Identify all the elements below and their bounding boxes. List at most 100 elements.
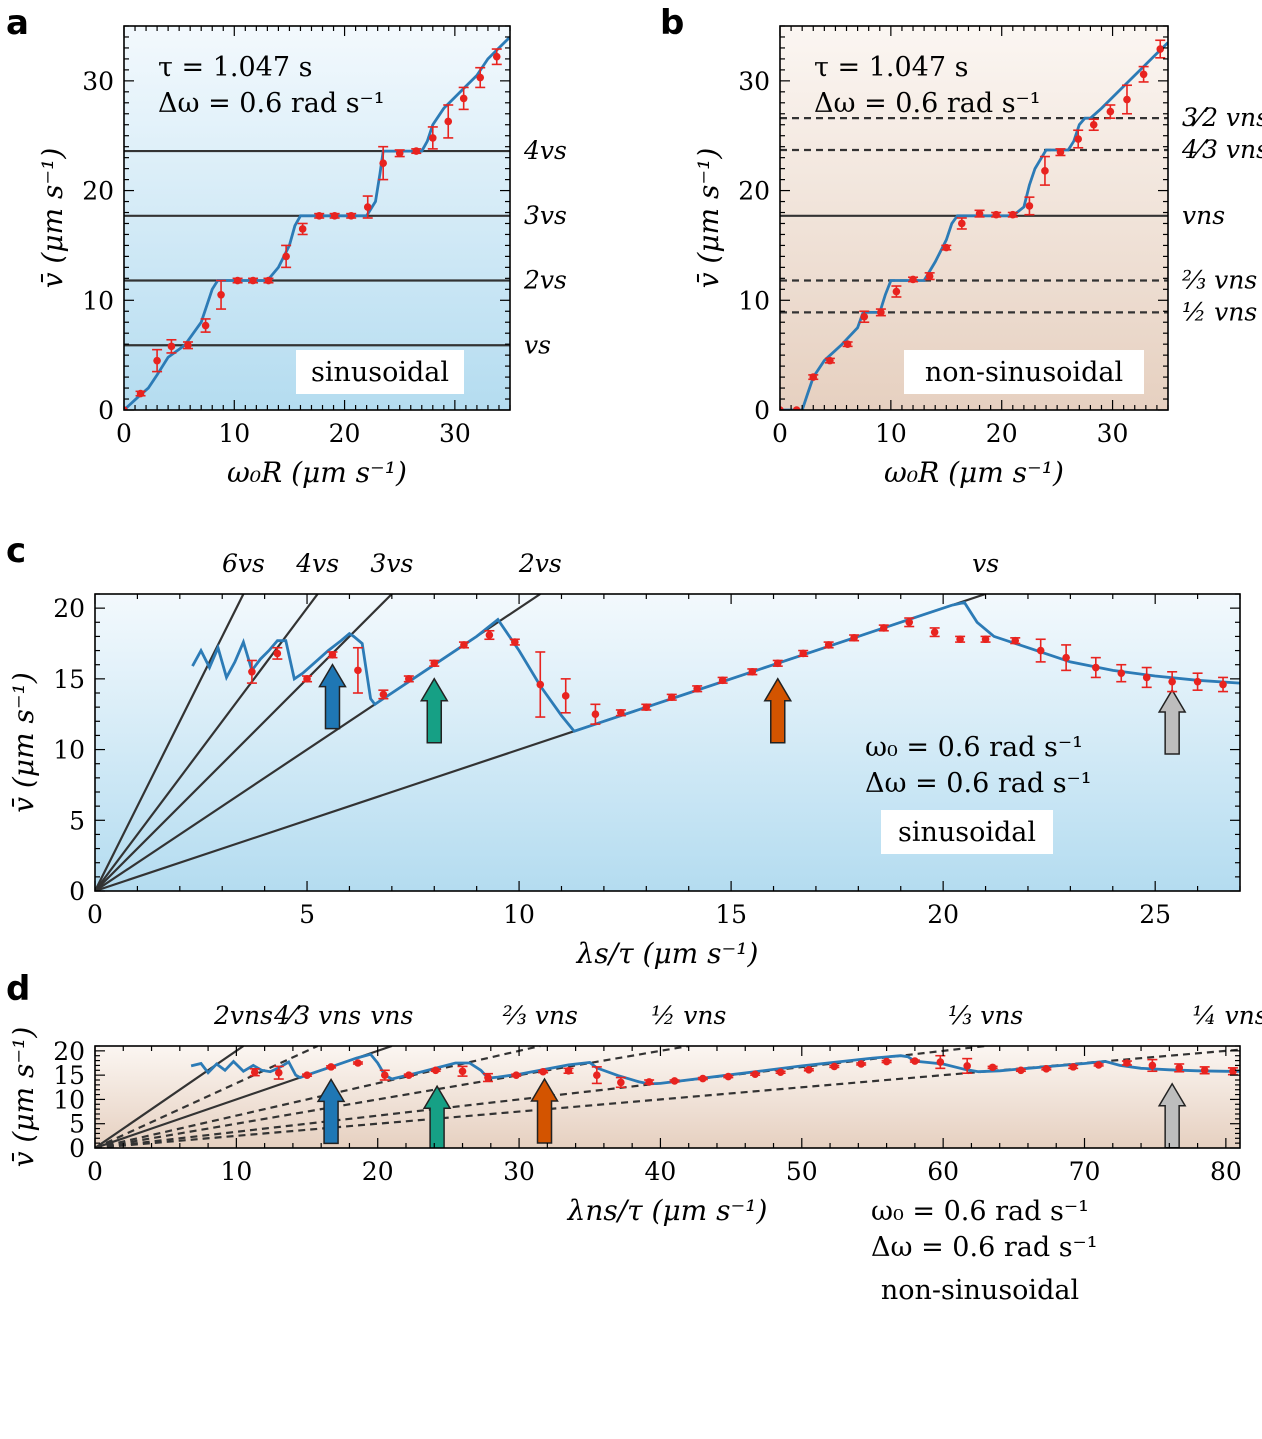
data-point: [974, 209, 985, 218]
data-point: [980, 635, 991, 644]
data-point: [427, 126, 438, 150]
data-point: [378, 689, 389, 700]
x-tick-label: 50: [786, 1157, 818, 1186]
data-point: [475, 66, 486, 89]
highlight-arrow: [763, 677, 793, 744]
data-point: [302, 675, 313, 683]
panel-d: 2vns 4⁄3 vns vns ⅔ vns ½ vns ⅓ vns ¼ vns 0 10 20 3…: [6, 969, 1262, 1312]
data-point: [403, 675, 414, 683]
reference-ray-label: 4⁄3 vns: [273, 1001, 361, 1030]
data-point: [563, 1066, 574, 1075]
x-tick-label: 20: [927, 900, 959, 929]
data-point: [591, 1066, 602, 1085]
data-point: [124, 406, 128, 410]
x-tick-label: 5: [299, 900, 315, 929]
data-point: [987, 1063, 998, 1072]
y-tick-label: 5: [69, 806, 85, 835]
reference-line-label: 2vs: [523, 266, 567, 295]
highlight-arrow: [1157, 1082, 1187, 1148]
reference-ray-label: ⅓ vns: [948, 1001, 1023, 1030]
data-point: [641, 703, 652, 711]
parameter-annotation: Δω = 0.6 rad s⁻¹: [814, 88, 1041, 119]
data-point: [1007, 210, 1018, 219]
data-point: [246, 659, 257, 684]
data-point: [482, 1072, 493, 1083]
data-point: [803, 1066, 814, 1074]
data-point: [326, 1063, 337, 1071]
y-tick-label: 30: [82, 67, 114, 96]
x-tick-label: 30: [1097, 419, 1129, 448]
parameter-annotation: Δω = 0.6 rad s⁻¹: [871, 1232, 1098, 1263]
data-point: [1088, 118, 1099, 132]
plot-area: [780, 39, 1168, 410]
x-tick-label: 60: [927, 1157, 959, 1186]
parameter-annotation: Δω = 0.6 rad s⁻¹: [865, 768, 1092, 799]
reference-ray-label: 4vs: [295, 549, 339, 578]
x-tick-label: 10: [503, 900, 535, 929]
data-point: [273, 1065, 284, 1080]
data-point: [955, 635, 966, 644]
data-point: [403, 1071, 414, 1079]
data-point: [1061, 644, 1072, 672]
plot-frame: [94, 1045, 1241, 1149]
data-point: [772, 659, 783, 668]
data-point: [823, 641, 834, 649]
waveform-label: non-sinusoidal: [881, 1275, 1079, 1306]
reference-ray: [95, 1046, 245, 1148]
data-point: [166, 338, 177, 354]
x-tick-label: 40: [645, 1157, 677, 1186]
y-axis-label: v̄ (μm s⁻¹): [692, 148, 725, 289]
x-tick-label: 30: [439, 419, 471, 448]
data-point: [216, 279, 227, 310]
panel-label: d: [6, 969, 30, 1009]
data-point: [135, 389, 146, 398]
reference-ray: [95, 1046, 689, 1148]
data-point: [991, 210, 1002, 219]
data-point: [346, 212, 357, 220]
data-point: [249, 1068, 260, 1077]
data-point: [411, 147, 422, 155]
y-tick-label: 0: [69, 877, 85, 906]
reference-ray: [95, 594, 319, 891]
data-point: [856, 1060, 867, 1068]
x-tick-label: 80: [1210, 1157, 1242, 1186]
y-tick-label: 30: [738, 67, 770, 96]
plot-area: [124, 36, 510, 410]
panel-label: c: [6, 531, 26, 571]
x-tick-label: 0: [87, 1157, 103, 1186]
reference-line-label: 3⁄2 vns: [1182, 103, 1262, 132]
data-point: [1055, 148, 1066, 157]
panel-c: 6vs 4vs 3vs 2vs vs 0 5 10 15 20 25 0 5 10 15 20 λs/τ (μm…: [6, 531, 1241, 970]
reference-line-label: ½ vns: [1182, 297, 1257, 326]
data-point: [941, 243, 952, 252]
x-axis-label: ω₀R (μm s⁻¹): [227, 456, 407, 489]
data-point: [302, 1071, 313, 1079]
data-point: [842, 340, 853, 348]
data-point: [263, 276, 274, 285]
data-point: [1041, 1065, 1052, 1073]
x-tick-label: 30: [503, 1157, 535, 1186]
data-point: [909, 1057, 920, 1065]
reference-ray: [95, 1046, 541, 1148]
data-point: [152, 348, 163, 373]
data-point: [904, 617, 915, 628]
y-tick-label: 0: [754, 396, 770, 425]
x-tick-label: 20: [986, 419, 1018, 448]
y-tick-label: 10: [738, 286, 770, 315]
data-point: [1039, 155, 1050, 186]
waveform-label: sinusoidal: [311, 357, 449, 388]
data-point: [798, 649, 809, 658]
data-point: [1035, 638, 1046, 663]
y-tick-label: 0: [69, 1134, 85, 1163]
data-point: [1121, 1059, 1132, 1067]
x-tick-label: 10: [218, 419, 250, 448]
data-point: [1068, 1063, 1079, 1071]
y-tick-label: 5: [69, 1110, 85, 1139]
waveform-label: non-sinusoidal: [925, 357, 1123, 388]
data-point: [511, 1071, 522, 1079]
highlight-arrow: [419, 677, 449, 744]
data-point: [859, 310, 870, 324]
x-tick-label: 15: [715, 900, 747, 929]
data-point: [644, 1078, 655, 1086]
